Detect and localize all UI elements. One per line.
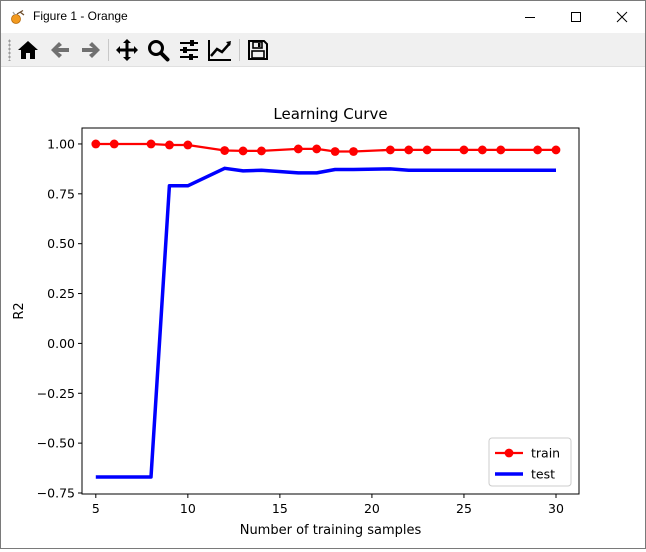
- save-button[interactable]: [245, 37, 271, 63]
- data-point-train: [330, 147, 340, 156]
- data-point-train: [422, 145, 432, 155]
- figure-canvas[interactable]: Learning Curve 5 10 15 20 25 30 −0.75 −0.50 −0.25…: [1, 67, 645, 548]
- pan-button[interactable]: [114, 37, 140, 63]
- data-point-train: [91, 139, 101, 149]
- edit-curves-icon: [208, 40, 231, 61]
- window-title: Figure 1 - Orange: [33, 9, 128, 23]
- learning-curve-chart: Learning Curve 5 10 15 20 25 30 −0.75 −0.50 −0.25…: [12, 105, 580, 538]
- edit-axes-button[interactable]: [207, 37, 233, 63]
- close-button[interactable]: [599, 1, 645, 32]
- x-tick-label: 25: [456, 501, 472, 516]
- x-tick-label: 5: [92, 501, 100, 516]
- pan-icon: [116, 39, 138, 61]
- data-point-train: [220, 146, 230, 155]
- toolbar-separator: [108, 39, 109, 61]
- back-arrow-icon: [51, 42, 69, 58]
- home-button[interactable]: [15, 37, 41, 63]
- y-tick-label: 0.25: [47, 286, 75, 301]
- minimize-icon: [525, 16, 535, 18]
- series-line-test: [95, 166, 556, 479]
- plot-frame: [81, 127, 580, 495]
- forward-button[interactable]: [78, 37, 104, 63]
- data-point-train: [238, 146, 248, 156]
- zoom-icon: [148, 40, 170, 62]
- navigation-toolbar: [1, 33, 645, 67]
- data-point-train: [349, 147, 358, 156]
- legend-marker-train: [504, 448, 514, 458]
- subplots-config-icon: [180, 40, 198, 60]
- y-axis-label: R2: [12, 302, 27, 319]
- forward-arrow-icon: [82, 42, 100, 58]
- x-axis-label: Number of training samples: [240, 523, 422, 538]
- toolbar-separator: [239, 39, 240, 61]
- y-tick-label: 0.75: [47, 186, 75, 201]
- x-tick-label: 10: [180, 501, 196, 516]
- y-tick-label: −0.75: [37, 486, 75, 501]
- data-point-train: [109, 139, 119, 149]
- minimize-button[interactable]: [507, 1, 553, 32]
- data-point-train: [257, 146, 266, 156]
- data-point-train: [293, 144, 303, 154]
- maximize-button[interactable]: [553, 1, 599, 32]
- toolbar-grip: [8, 39, 11, 61]
- zoom-button[interactable]: [145, 37, 171, 63]
- x-tick-label: 30: [548, 501, 564, 516]
- y-tick-label: 0.50: [47, 236, 75, 251]
- data-point-train: [496, 145, 506, 155]
- save-icon: [248, 40, 268, 60]
- legend-label-test: test: [531, 467, 555, 482]
- data-point-train: [477, 145, 487, 155]
- home-icon: [18, 41, 38, 59]
- y-tick-label: −0.25: [37, 386, 75, 401]
- close-icon: [616, 11, 628, 22]
- data-point-train: [165, 140, 174, 150]
- data-point-train: [312, 144, 322, 154]
- series-line-train: [95, 142, 556, 153]
- data-point-train: [183, 140, 193, 150]
- legend-label-train: train: [531, 446, 560, 461]
- x-tick-label: 20: [364, 501, 380, 516]
- data-point-train: [533, 145, 542, 155]
- y-tick-label: 0.00: [47, 336, 75, 351]
- data-point-train: [551, 145, 561, 155]
- x-tick-label: 15: [272, 501, 288, 516]
- data-point-train: [146, 139, 156, 149]
- title-bar: Figure 1 - Orange: [1, 1, 645, 32]
- orange-app-icon: [11, 9, 25, 24]
- maximize-icon: [571, 11, 581, 22]
- data-point-train: [459, 145, 469, 155]
- back-button[interactable]: [47, 37, 73, 63]
- chart-title: Learning Curve: [273, 105, 387, 123]
- data-point-train: [385, 145, 395, 155]
- data-point-train: [404, 145, 414, 155]
- configure-subplots-button[interactable]: [176, 37, 202, 63]
- y-tick-label: −0.50: [37, 436, 75, 451]
- y-tick-label: 1.00: [47, 136, 75, 151]
